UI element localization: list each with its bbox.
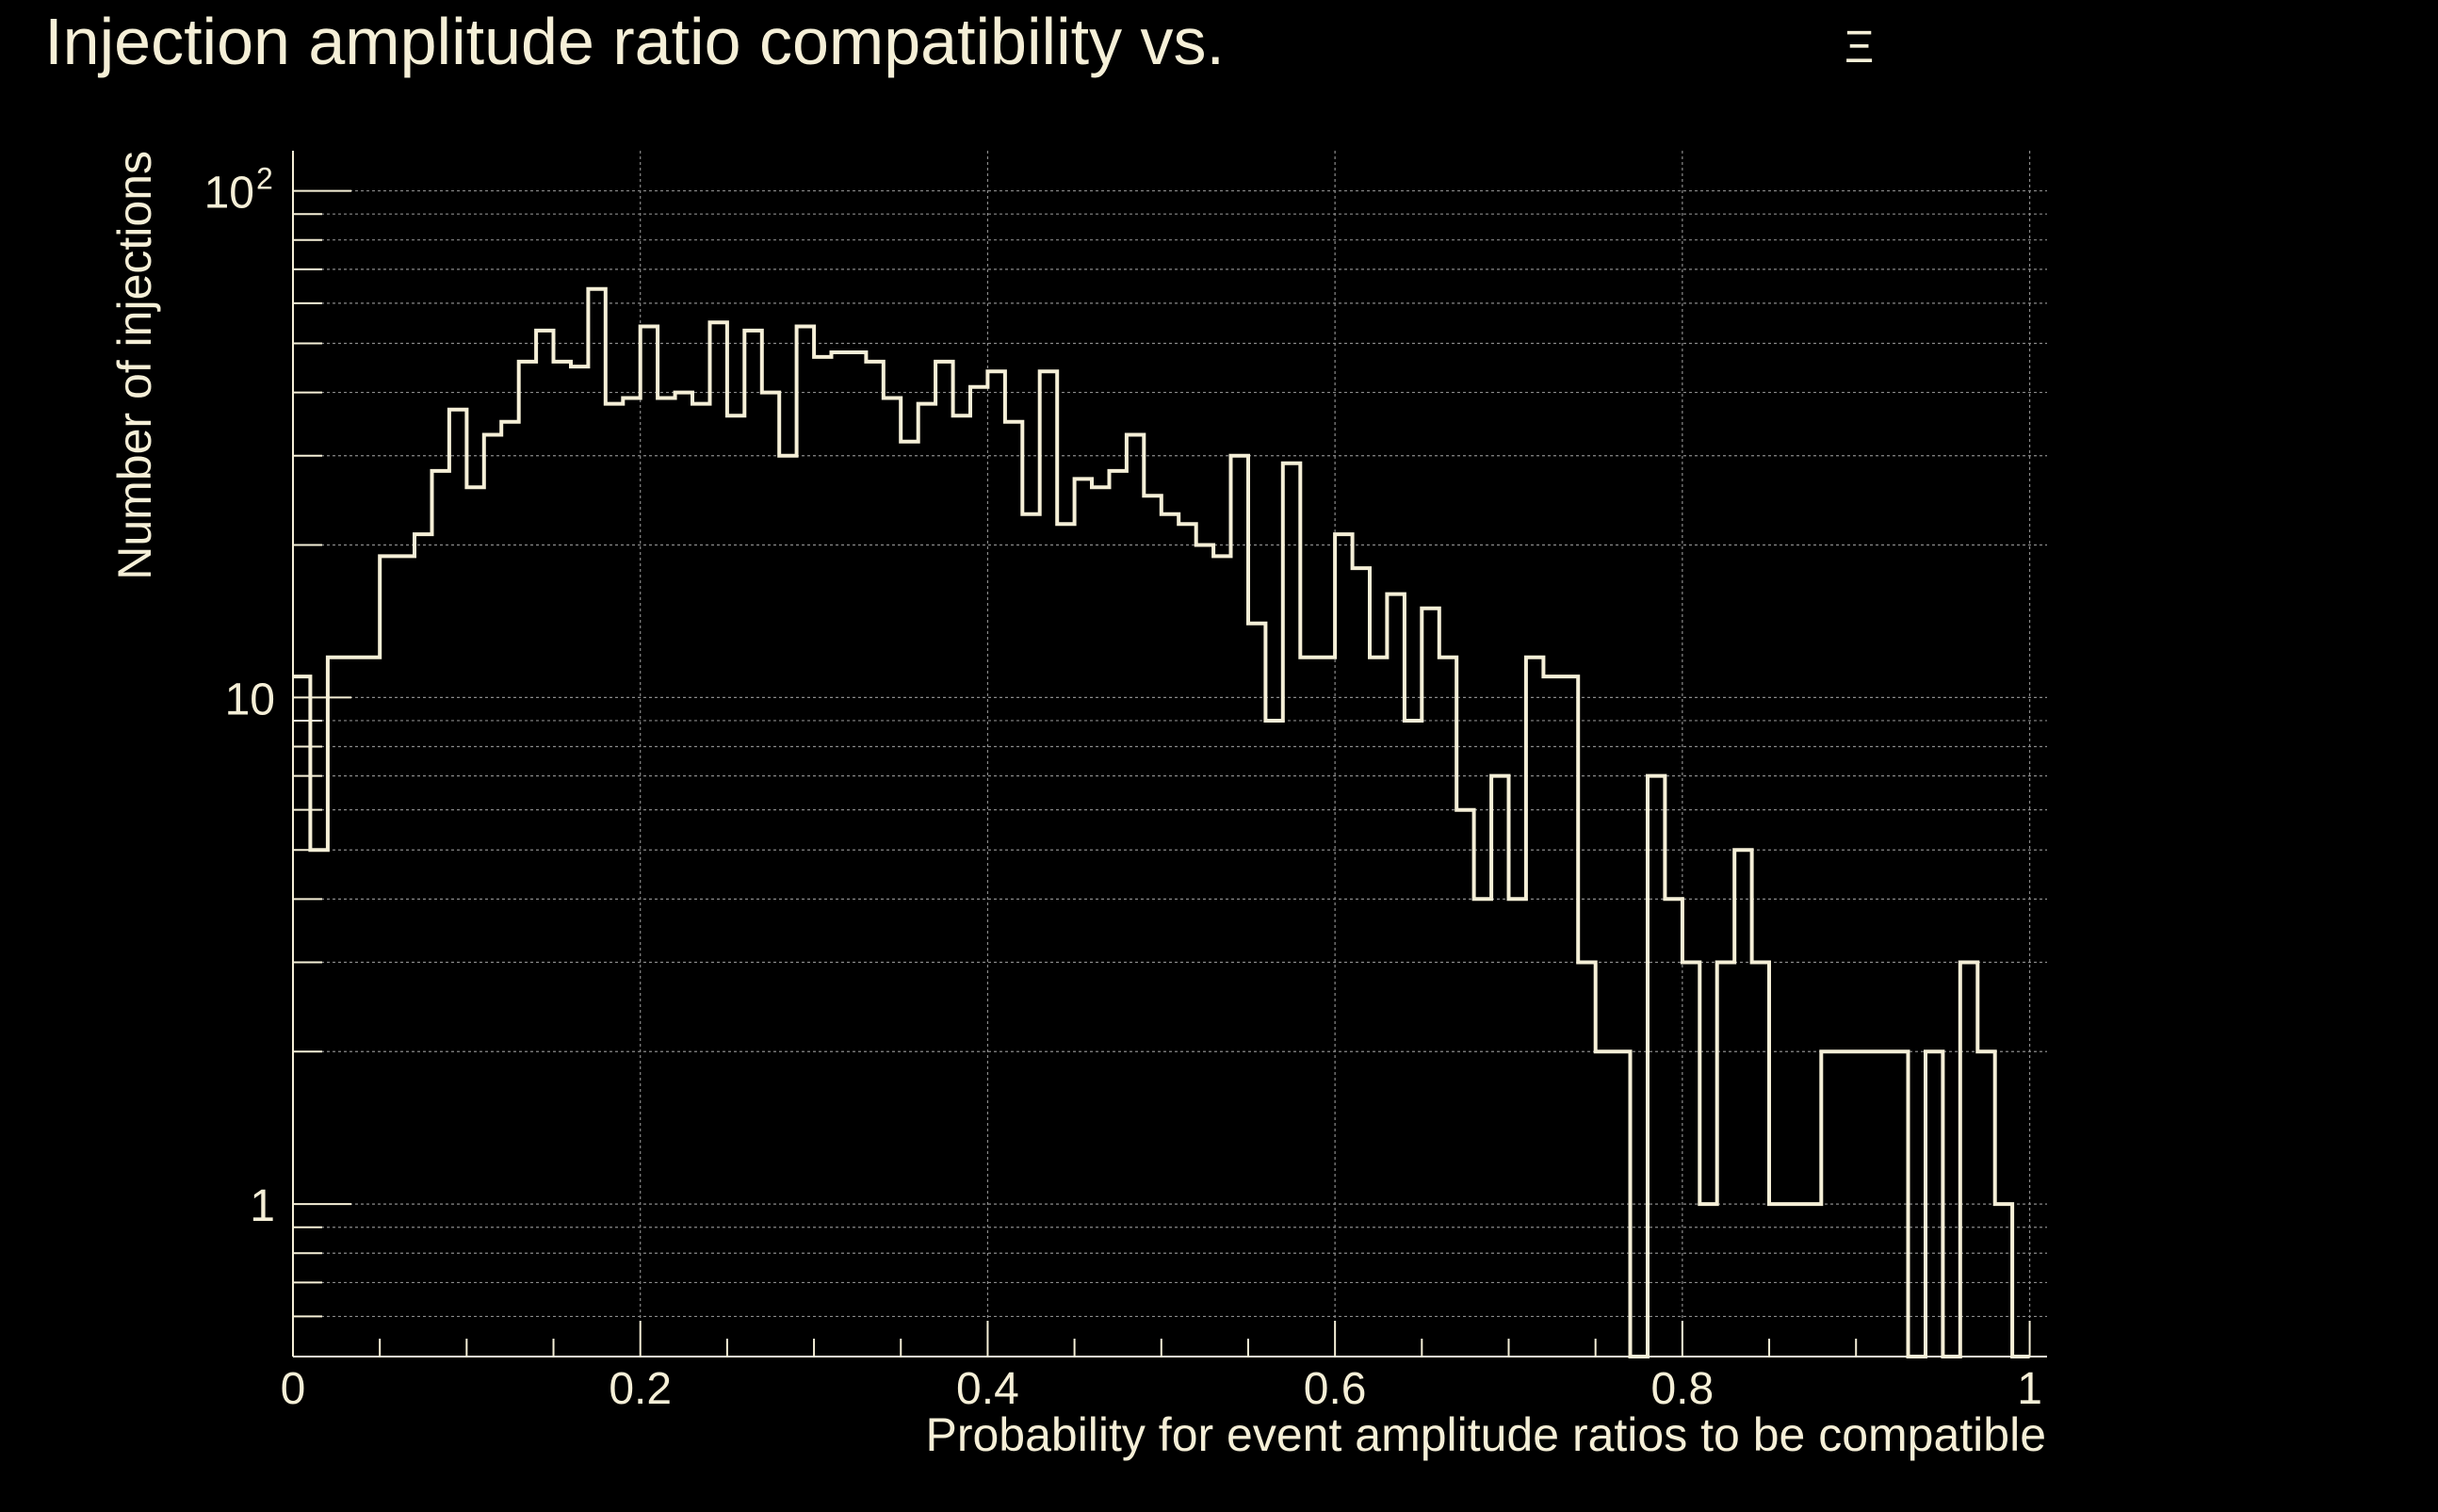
- chart-title-symbol: Ξ: [1845, 23, 1874, 73]
- x-tick-label: 0.4: [956, 1364, 1019, 1414]
- grid-lines: [293, 151, 2047, 1358]
- x-tick-label: 0.8: [1650, 1364, 1714, 1414]
- x-axis-label: Probability for event amplitude ratios t…: [925, 1408, 2046, 1461]
- y-tick-label-group: 10 2: [204, 162, 273, 219]
- histogram-series-line: [293, 286, 2030, 1358]
- y-tick-label: 1: [250, 1181, 275, 1231]
- y-axis-label: Number of injections: [108, 151, 161, 580]
- x-tick-label: 0.2: [609, 1364, 672, 1414]
- x-tick-label: 1: [2017, 1364, 2042, 1414]
- y-tick-label: 10: [204, 169, 254, 219]
- y-tick-label: 10: [225, 675, 275, 724]
- y-tick-label-group: 1: [250, 1181, 275, 1231]
- x-tick-label: 0: [281, 1364, 306, 1414]
- chart-title-text: Injection amplitude ratio compatibility …: [44, 5, 1225, 78]
- y-tick-label-exponent: 2: [256, 162, 273, 196]
- chart-title: Injection amplitude ratio compatibility …: [44, 5, 1874, 78]
- x-tick-label: 0.6: [1304, 1364, 1367, 1414]
- y-tick-label-group: 10: [225, 675, 275, 724]
- x-tick-labels: 0 0.2 0.4 0.6 0.8 1: [281, 1364, 2042, 1414]
